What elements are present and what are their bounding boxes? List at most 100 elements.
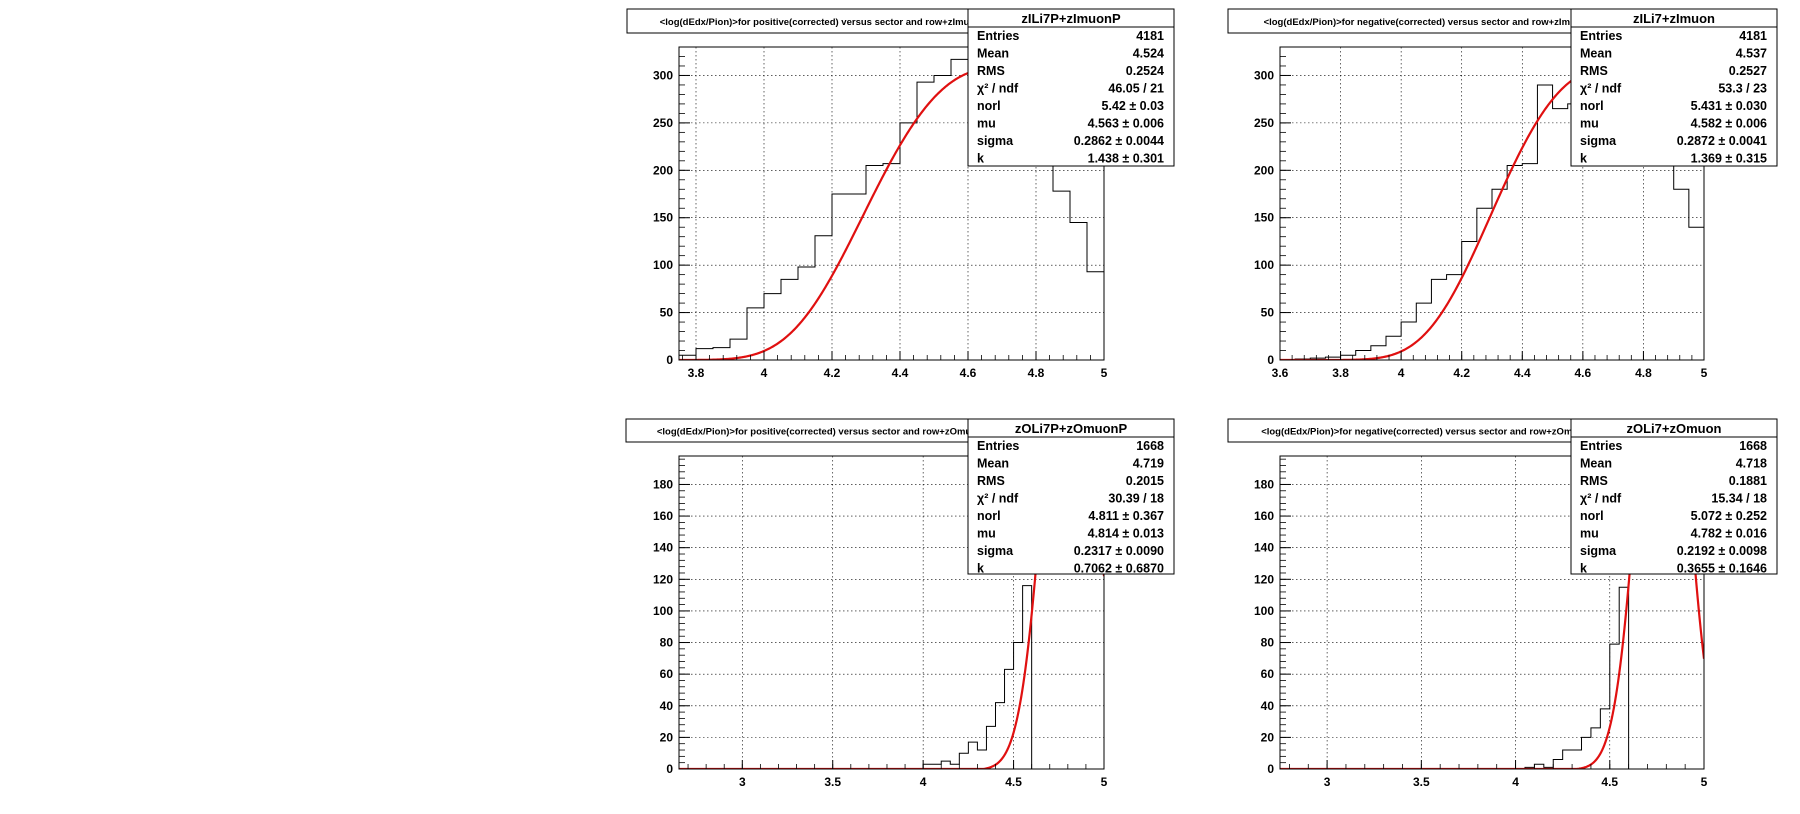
histogram-bin [1563, 750, 1572, 769]
stats-label: Entries [977, 29, 1019, 43]
histogram-bin [917, 82, 934, 360]
y-tick-label: 120 [1254, 572, 1274, 586]
y-tick-label: 20 [660, 730, 674, 744]
plot-frame [678, 46, 1105, 361]
stats-value: 0.7062 ± 0.6870 [1074, 562, 1164, 576]
stats-value: 0.2015 [1126, 474, 1164, 488]
stats-value: 46.05 / 21 [1108, 82, 1164, 96]
stats-value: 5.072 ± 0.252 [1691, 509, 1767, 523]
x-tick-label: 4.8 [1028, 366, 1045, 380]
x-tick-label: 4.2 [824, 366, 841, 380]
stats-value: 15.34 / 18 [1711, 492, 1767, 506]
histogram-bin [1416, 303, 1431, 360]
histogram-bin [977, 750, 986, 769]
stats-value: 4.782 ± 0.016 [1691, 527, 1767, 541]
y-tick-label: 20 [1261, 730, 1275, 744]
histogram-bin [951, 59, 968, 360]
stats-label: Mean [977, 47, 1009, 61]
stats-label: χ² / ndf [977, 492, 1019, 506]
stats-label: sigma [977, 544, 1014, 558]
histogram-pad-4: 3 3.5 4 4.5 5 0 20 40 60 80 100 120 140 160 180 <log(dE… [1227, 418, 1778, 789]
plot-frame [1279, 46, 1705, 361]
x-tick-label: 3.8 [688, 366, 705, 380]
histogram-bin [1659, 166, 1674, 360]
stats-value: 4.719 [1133, 457, 1164, 471]
stats-label: norl [977, 99, 1001, 113]
histogram-bin [1600, 709, 1609, 769]
histogram-bin [1447, 275, 1462, 360]
stats-label: Mean [1580, 457, 1612, 471]
histogram-steps [679, 585, 1033, 770]
histogram-bin [798, 267, 815, 360]
x-tick-label: 4.5 [1601, 775, 1618, 789]
stats-label: sigma [1580, 544, 1617, 558]
stats-label: sigma [977, 134, 1014, 148]
y-tick-label: 60 [660, 667, 674, 681]
stats-value: 30.39 / 18 [1108, 492, 1164, 506]
plot-frame [678, 455, 1105, 770]
stats-label: Mean [1580, 47, 1612, 61]
histogram-steps [1280, 586, 1630, 770]
histogram-pad-1: 3.8 4 4.2 4.4 4.6 4.8 5050100150200250300<log(… [626, 8, 1175, 380]
stats-value: 0.2872 ± 0.0041 [1677, 134, 1767, 148]
stats-value: 0.2317 ± 0.0090 [1074, 544, 1164, 558]
y-tick-label: 120 [653, 572, 673, 586]
y-tick-label: 0 [666, 762, 673, 776]
x-tick-label: 3.8 [1332, 366, 1349, 380]
stats-label: norl [1580, 99, 1604, 113]
stats-label: Entries [1580, 439, 1622, 453]
stats-title: zILi7P+zImuonP [1021, 11, 1121, 26]
stats-label: mu [977, 527, 996, 541]
stats-value: 53.3 / 23 [1718, 82, 1767, 96]
x-tick-label: 4.8 [1635, 366, 1652, 380]
x-tick-label: 5 [1701, 366, 1708, 380]
histogram-bin [968, 742, 977, 769]
stats-label: RMS [977, 474, 1005, 488]
y-tick-label: 250 [1254, 116, 1274, 130]
stats-value: 0.1881 [1729, 474, 1767, 488]
stats-value: 0.2524 [1126, 64, 1164, 78]
stats-label: norl [1580, 509, 1604, 523]
x-tick-label: 3.6 [1272, 366, 1289, 380]
y-tick-label: 50 [1261, 306, 1275, 320]
y-tick-label: 300 [1254, 68, 1274, 82]
stats-label: norl [977, 509, 1001, 523]
stats-value: 4.718 [1736, 457, 1767, 471]
histogram-bin [1462, 241, 1477, 360]
y-tick-label: 250 [653, 116, 673, 130]
fit-curve [679, 456, 1104, 769]
histogram-bin [1087, 272, 1104, 360]
histogram-bin [1492, 189, 1507, 360]
histogram-bin [849, 194, 866, 360]
histogram-bin [1619, 587, 1628, 769]
histogram-bin [1401, 322, 1416, 360]
x-tick-label: 4.4 [1514, 366, 1531, 380]
stats-label: k [1580, 152, 1587, 166]
histogram-bin [1431, 279, 1446, 360]
x-tick-label: 4.6 [960, 366, 977, 380]
histogram-bin [934, 75, 951, 360]
histogram-bin [941, 761, 950, 769]
histogram-title: <log(dEdx/Pion)>for positive(corrected) … [660, 17, 988, 28]
stats-box [1570, 418, 1778, 575]
histogram-bin [1553, 760, 1562, 769]
stats-box [1570, 8, 1778, 167]
y-tick-label: 80 [1261, 636, 1275, 650]
x-tick-label: 4 [761, 366, 768, 380]
stats-title: zILi7+zImuon [1633, 11, 1715, 26]
histogram-bin [900, 123, 917, 360]
x-tick-label: 4.2 [1453, 366, 1470, 380]
y-tick-label: 200 [653, 163, 673, 177]
histogram-bin [1036, 166, 1053, 360]
y-tick-label: 200 [1254, 163, 1274, 177]
stats-label: k [977, 152, 984, 166]
x-tick-label: 5 [1101, 775, 1108, 789]
y-tick-label: 160 [653, 509, 673, 523]
y-tick-label: 0 [1267, 353, 1274, 367]
stats-label: Entries [977, 439, 1019, 453]
histogram-title: <log(dEdx/Pion)>for positive(corrected) … [657, 427, 990, 438]
histogram-bin [995, 703, 1004, 769]
histogram-bin [832, 194, 849, 360]
stats-label: mu [1580, 527, 1599, 541]
histogram-bin [781, 279, 798, 360]
